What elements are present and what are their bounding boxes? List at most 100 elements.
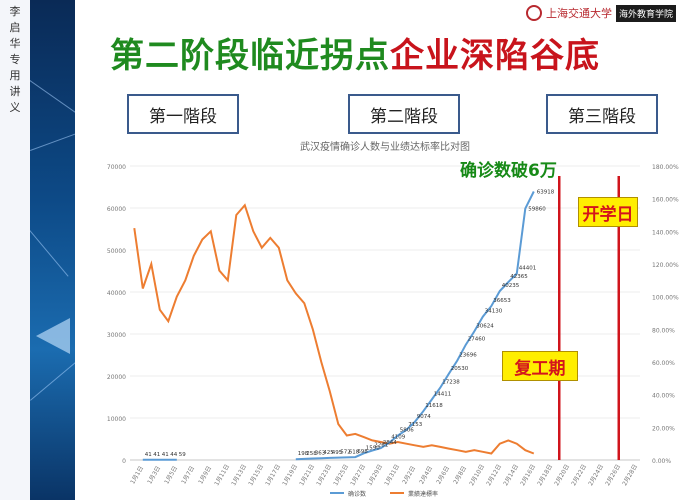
stage-box-2: 第二階段	[348, 94, 460, 134]
data-label: 11618	[425, 403, 443, 409]
y-tick-left: 60000	[107, 206, 126, 213]
data-label: 198	[298, 451, 309, 457]
annotation-work-resume: 复工期	[502, 351, 578, 381]
x-tick-label: 1月31日	[383, 463, 401, 487]
x-tick-label: 1月21日	[298, 463, 316, 487]
annotation-cases-exceed: 确诊数破6万	[460, 161, 557, 181]
y-tick-left: 20000	[107, 374, 126, 381]
y-tick-left: 30000	[107, 332, 126, 339]
y-tick-left: 40000	[107, 290, 126, 297]
data-label: 698	[357, 449, 368, 455]
y-tick-right: 80.00%	[652, 327, 675, 334]
data-label: 258	[306, 451, 317, 457]
x-tick-label: 1月29日	[366, 463, 384, 487]
x-tick-label: 1月13日	[230, 463, 248, 487]
x-tick-label: 2月26日	[604, 463, 622, 487]
x-tick-label: 1月7日	[180, 465, 196, 486]
triangle-shape	[36, 318, 70, 354]
x-tick-label: 2月14日	[502, 463, 520, 487]
x-tick-label: 1月3日	[146, 465, 162, 486]
university-seal-icon	[526, 5, 542, 21]
x-tick-label: 2月28日	[621, 463, 639, 487]
x-tick-label: 1月23日	[315, 463, 333, 487]
data-label: 36653	[493, 298, 511, 304]
y-tick-right: 140.00%	[652, 229, 679, 236]
x-tick-label: 1月15日	[247, 463, 265, 487]
data-label: 41	[162, 452, 169, 458]
y-tick-right: 40.00%	[652, 393, 675, 400]
chart-title: 武汉疫情确诊人数与业绩达标率比对图	[300, 140, 470, 153]
y-tick-right: 60.00%	[652, 360, 675, 367]
x-tick-label: 2月6日	[435, 465, 451, 486]
y-tick-left: 10000	[107, 416, 126, 423]
data-label: 1590	[366, 445, 380, 451]
x-tick-label: 1月17日	[264, 463, 282, 487]
left-strip: 李启华专用讲义	[0, 0, 30, 500]
data-label: 41	[153, 452, 160, 458]
y-tick-right: 160.00%	[652, 197, 679, 204]
data-label: 17238	[442, 380, 460, 386]
x-tick-label: 2月4日	[418, 465, 434, 486]
data-label: 23696	[459, 352, 477, 358]
logo-university-text: 上海交通大学	[546, 7, 612, 20]
data-label: 40235	[502, 283, 520, 289]
x-tick-label: 2月22日	[570, 463, 588, 487]
y-tick-right: 120.00%	[652, 262, 679, 269]
data-label: 7153	[408, 422, 422, 428]
logo-area: 上海交通大学 海外教育学院	[526, 2, 696, 24]
y-tick-left: 0	[122, 458, 126, 465]
data-label: 44401	[519, 266, 537, 272]
x-tick-label: 1月5日	[163, 465, 179, 486]
annotation-school-start: 开学日	[578, 197, 638, 227]
y-tick-left: 70000	[107, 164, 126, 171]
data-label: 34130	[485, 309, 503, 315]
x-tick-label: 2月12日	[485, 463, 503, 487]
y-tick-left: 50000	[107, 248, 126, 255]
data-label: 572	[340, 450, 351, 456]
stage-box-3: 第三階段	[546, 94, 658, 134]
x-tick-label: 1月11日	[213, 463, 231, 487]
data-label: 30624	[476, 323, 494, 329]
data-label: 44	[170, 452, 177, 458]
data-label: 5806	[400, 428, 414, 434]
x-tick-label: 1月19日	[281, 463, 299, 487]
x-tick-label: 2月20日	[553, 463, 571, 487]
x-tick-label: 2月10日	[468, 463, 486, 487]
series-line-performance	[133, 203, 535, 455]
legend-label: 業績達標率	[408, 490, 438, 498]
x-tick-label: 1月27日	[349, 463, 367, 487]
y-tick-right: 100.00%	[652, 295, 679, 302]
data-label: 41	[145, 452, 152, 458]
data-label: 4109	[391, 435, 405, 441]
x-tick-label: 2月8日	[452, 465, 468, 486]
y-tick-right: 180.00%	[652, 164, 679, 171]
data-label: 495	[332, 450, 343, 456]
data-label: 2261	[374, 443, 388, 449]
x-tick-label: 2月16日	[519, 463, 537, 487]
x-tick-label: 1月1日	[129, 465, 145, 486]
title-red-part: 企业深陷谷底	[390, 36, 600, 76]
data-label: 14411	[434, 391, 452, 397]
x-tick-label: 2月2日	[401, 465, 417, 486]
x-tick-label: 2月18日	[536, 463, 554, 487]
data-label: 2844	[383, 440, 397, 446]
data-label: 425	[323, 450, 334, 456]
data-label: 363	[315, 450, 326, 456]
page-title: 第二阶段临近拐点企业深陷谷底	[110, 28, 600, 77]
x-tick-label: 2月24日	[587, 463, 605, 487]
data-label: 42365	[510, 274, 528, 280]
vertical-note: 李启华专用讲义	[9, 5, 21, 114]
data-label: 63918	[537, 190, 555, 196]
x-tick-label: 1月25日	[332, 463, 350, 487]
title-green-part: 第二阶段临近拐点	[110, 36, 390, 76]
data-label: 20530	[451, 366, 469, 372]
y-tick-right: 0.00%	[652, 458, 671, 465]
stage-box-1: 第一階段	[127, 94, 239, 134]
data-label: 9074	[417, 414, 431, 420]
data-label: 59	[179, 452, 186, 458]
y-tick-right: 20.00%	[652, 425, 675, 432]
logo-box-text: 海外教育学院	[616, 4, 677, 22]
data-label: 59860	[528, 207, 546, 213]
x-tick-label: 1月9日	[197, 465, 213, 486]
